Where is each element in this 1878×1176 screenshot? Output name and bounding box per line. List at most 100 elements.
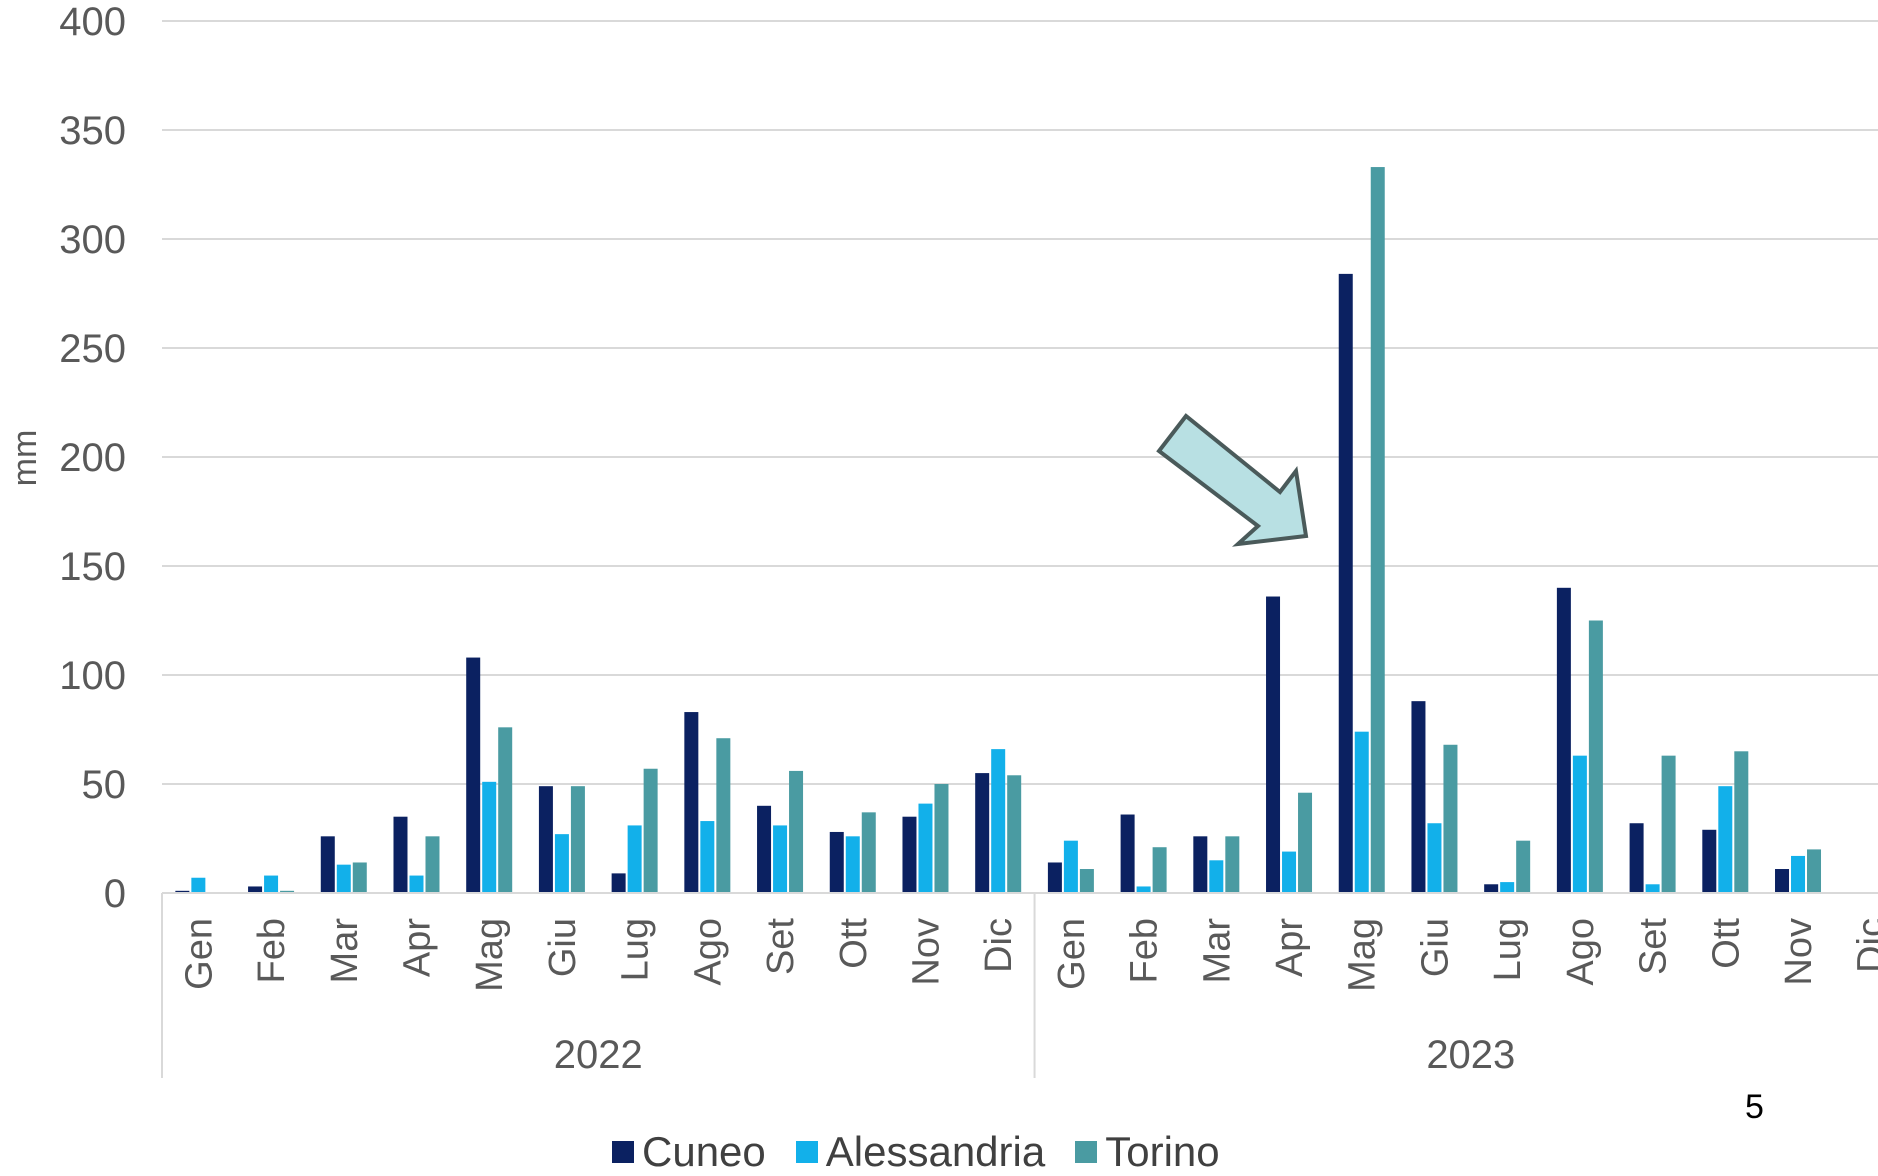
bar-torino — [1007, 775, 1022, 893]
y-tick-label: 50 — [82, 763, 127, 807]
bar-alessandria — [1572, 755, 1587, 893]
bar-torino — [789, 770, 804, 893]
x-tick-label: Mag — [1342, 918, 1384, 992]
bar-alessandria — [991, 749, 1006, 893]
x-group-label: 2022 — [554, 1033, 643, 1077]
bar-torino — [498, 727, 513, 893]
y-axis-label: mm — [6, 430, 44, 487]
x-tick-label: Set — [1633, 918, 1675, 975]
x-tick-label: Nov — [905, 918, 947, 986]
y-tick-label: 250 — [59, 327, 126, 371]
bar-torino — [1516, 840, 1531, 893]
legend-swatch-cuneo — [612, 1141, 634, 1163]
y-tick-label: 200 — [59, 436, 126, 480]
bar-cuneo — [1629, 823, 1644, 893]
x-tick-label: Mag — [469, 918, 511, 992]
page-number: 5 — [1745, 1088, 1764, 1126]
bar-cuneo — [684, 712, 699, 893]
y-tick-label: 350 — [59, 109, 126, 153]
bar-cuneo — [902, 816, 917, 893]
bar-alessandria — [264, 875, 279, 893]
x-tick-label: Apr — [396, 918, 438, 977]
bar-alessandria — [1282, 851, 1297, 893]
bar-cuneo — [1120, 814, 1135, 893]
x-tick-label: Feb — [251, 918, 293, 983]
bar-torino — [1588, 620, 1603, 893]
bar-alessandria — [554, 834, 569, 893]
bar-cuneo — [1556, 587, 1571, 893]
bar-alessandria — [1427, 823, 1442, 893]
bar-cuneo — [829, 831, 844, 893]
bar-alessandria — [1718, 786, 1733, 893]
x-tick-label: Gen — [178, 918, 220, 990]
legend-swatch-alessandria — [795, 1141, 818, 1163]
bar-alessandria — [1136, 886, 1151, 893]
y-tick-label: 0 — [104, 872, 126, 916]
bar-alessandria — [700, 821, 715, 893]
bar-cuneo — [320, 836, 335, 893]
bar-alessandria — [918, 803, 933, 893]
bar-cuneo — [1702, 829, 1717, 893]
bar-alessandria — [336, 864, 351, 893]
bar-alessandria — [1645, 884, 1660, 893]
bar-torino — [1443, 744, 1458, 893]
bar-alessandria — [191, 877, 206, 893]
bar-torino — [280, 890, 295, 893]
y-tick-label: 150 — [59, 545, 126, 589]
bar-torino — [570, 786, 585, 893]
bar-torino — [934, 784, 949, 893]
bar-alessandria — [1354, 731, 1369, 893]
legend-item-cuneo: Cuneo — [612, 1128, 766, 1176]
y-axis-ticks: 0 50 100 150 200 250 300 350 400 — [59, 0, 126, 916]
bar-cuneo — [466, 657, 481, 893]
bar-alessandria — [482, 781, 497, 893]
bar-torino — [1079, 869, 1094, 893]
bar-alessandria — [1500, 882, 1515, 893]
bar-alessandria — [1209, 860, 1224, 893]
legend: Cuneo Alessandria Torino — [612, 1128, 1220, 1176]
x-tick-label: Nov — [1778, 918, 1820, 986]
legend-item-alessandria: Alessandria — [795, 1128, 1045, 1176]
x-tick-label: Giu — [542, 918, 584, 977]
x-tick-label: Gen — [1051, 918, 1093, 990]
x-group-label: 2023 — [1426, 1033, 1515, 1077]
highlight-arrow — [1156, 413, 1309, 547]
bar-torino — [1370, 167, 1385, 893]
legend-item-torino: Torino — [1075, 1128, 1220, 1176]
bar-alessandria — [845, 836, 860, 893]
bar-torino — [1225, 836, 1240, 893]
x-tick-label: Feb — [1124, 918, 1166, 983]
bar-cuneo — [538, 786, 553, 893]
x-tick-label: Ott — [1705, 918, 1747, 969]
bar-alessandria — [627, 825, 642, 893]
x-tick-label: Apr — [1269, 918, 1311, 977]
x-tick-label: Dic — [978, 918, 1020, 973]
bar-alessandria — [1791, 855, 1806, 893]
bar-torino — [716, 738, 731, 893]
x-tick-label: Dic — [1851, 918, 1878, 973]
x-tick-label: Ago — [1560, 918, 1602, 986]
bar-cuneo — [975, 773, 990, 893]
bar-cuneo — [757, 805, 772, 893]
x-tick-label: Ago — [687, 918, 729, 986]
y-tick-label: 100 — [59, 654, 126, 698]
bar-torino — [1807, 849, 1822, 893]
x-tick-label: Lug — [1487, 918, 1529, 981]
bar-cuneo — [1484, 884, 1499, 893]
bar-cuneo — [1775, 869, 1790, 893]
legend-label-torino: Torino — [1105, 1128, 1220, 1175]
bar-cuneo — [248, 886, 263, 893]
bar-torino — [1661, 755, 1676, 893]
bar-torino — [1734, 751, 1749, 893]
legend-label-cuneo: Cuneo — [642, 1128, 766, 1175]
bar-cuneo — [175, 890, 190, 893]
x-tick-label: Ott — [833, 918, 875, 969]
bar-alessandria — [773, 825, 788, 893]
x-tick-label: Mar — [324, 918, 366, 984]
bar-alessandria — [1063, 840, 1078, 893]
bar-torino — [861, 812, 876, 893]
bar-cuneo — [1266, 596, 1281, 893]
bar-cuneo — [1193, 836, 1208, 893]
annotation-arrow — [1156, 413, 1309, 547]
